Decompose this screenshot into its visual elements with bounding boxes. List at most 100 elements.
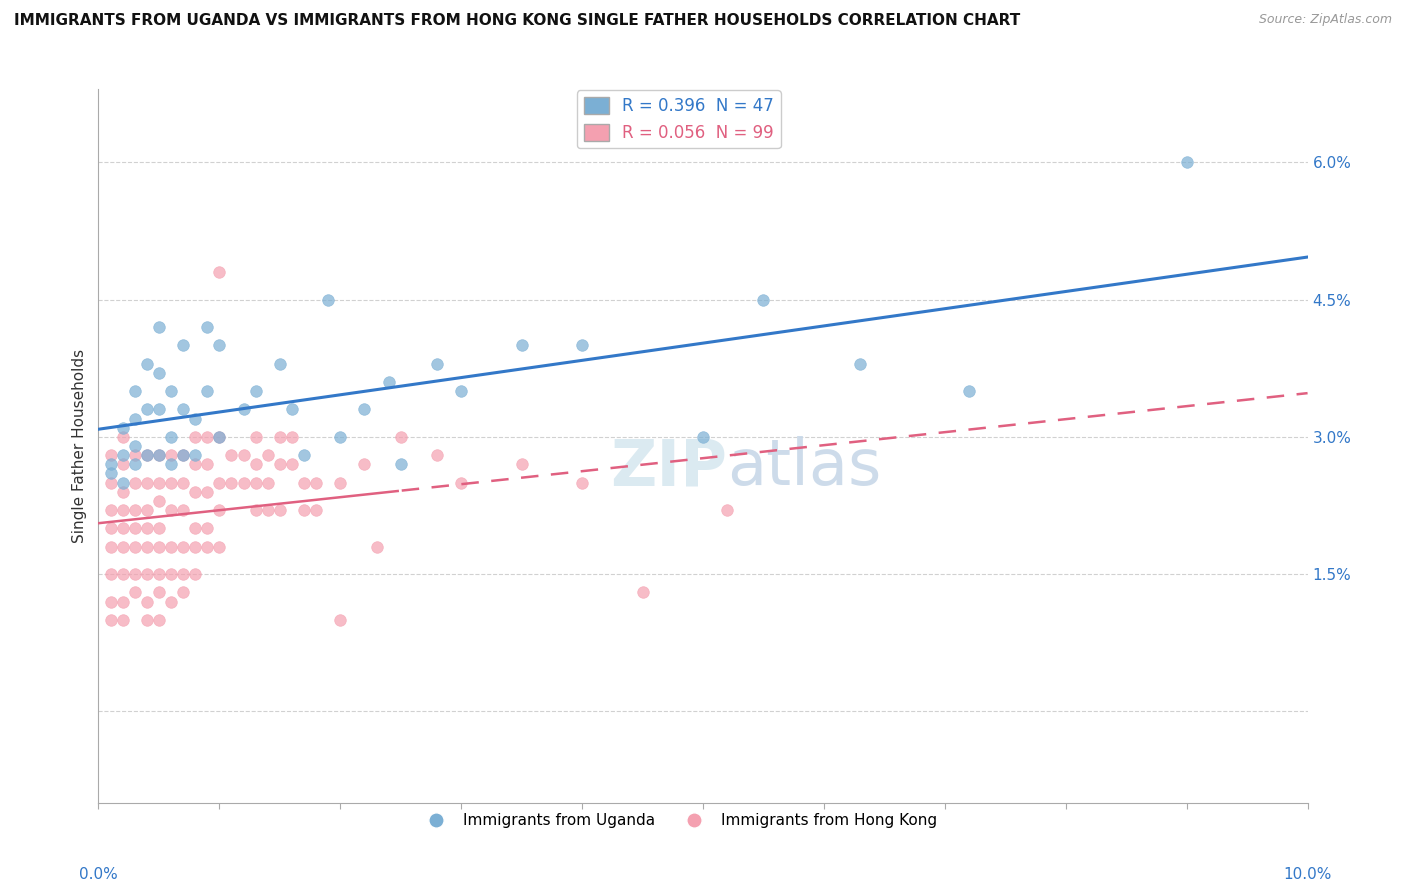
Point [124,475,146,490]
Point [160,540,183,554]
Point [100,540,122,554]
Point [195,484,218,499]
Point [208,430,231,444]
Point [426,357,449,371]
Point [160,503,183,517]
Point [172,540,194,554]
Point [100,567,122,582]
Point [124,439,146,453]
Point [571,338,593,352]
Point [450,475,472,490]
Point [160,448,183,462]
Point [366,540,388,554]
Point [148,320,170,334]
Point [111,420,134,434]
Point [111,484,134,499]
Point [124,521,146,535]
Point [111,540,134,554]
Point [160,384,183,398]
Point [100,521,122,535]
Text: 0.0%: 0.0% [79,867,118,882]
Point [184,567,207,582]
Point [124,448,146,462]
Point [510,458,533,472]
Point [389,458,412,472]
Point [426,448,449,462]
Text: ZIP: ZIP [610,436,727,499]
Point [353,458,375,472]
Point [172,448,194,462]
Point [329,475,352,490]
Point [245,430,267,444]
Point [135,567,157,582]
Point [100,467,122,481]
Point [111,458,134,472]
Point [256,448,278,462]
Point [148,567,170,582]
Point [692,430,714,444]
Text: Source: ZipAtlas.com: Source: ZipAtlas.com [1258,13,1392,27]
Point [111,567,134,582]
Point [221,475,243,490]
Point [195,384,218,398]
Point [292,448,315,462]
Point [184,484,207,499]
Point [100,448,122,462]
Point [329,430,352,444]
Point [232,402,254,417]
Point [135,475,157,490]
Point [208,265,231,279]
Point [195,540,218,554]
Point [100,503,122,517]
Point [135,521,157,535]
Point [100,613,122,627]
Point [148,585,170,599]
Point [160,594,183,608]
Point [269,503,291,517]
Text: IMMIGRANTS FROM UGANDA VS IMMIGRANTS FROM HONG KONG SINGLE FATHER HOUSEHOLDS COR: IMMIGRANTS FROM UGANDA VS IMMIGRANTS FRO… [14,13,1021,29]
Point [124,503,146,517]
Point [148,521,170,535]
Point [148,448,170,462]
Y-axis label: Single Father Households: Single Father Households [72,349,87,543]
Point [195,320,218,334]
Point [135,402,157,417]
Point [184,540,207,554]
Point [135,613,157,627]
Point [389,430,412,444]
Point [752,293,775,307]
Point [245,384,267,398]
Point [245,458,267,472]
Point [184,458,207,472]
Point [256,503,278,517]
Point [245,475,267,490]
Point [172,585,194,599]
Point [124,567,146,582]
Point [111,521,134,535]
Point [208,338,231,352]
Point [281,458,304,472]
Point [160,430,183,444]
Point [208,430,231,444]
Point [195,521,218,535]
Point [148,494,170,508]
Point [269,458,291,472]
Point [135,448,157,462]
Point [172,503,194,517]
Point [124,384,146,398]
Point [377,375,399,389]
Point [329,613,352,627]
Point [208,475,231,490]
Point [111,448,134,462]
Point [148,540,170,554]
Point [172,475,194,490]
Point [172,567,194,582]
Point [100,475,122,490]
Point [135,540,157,554]
Point [111,503,134,517]
Point [111,613,134,627]
Point [292,475,315,490]
Point [269,357,291,371]
Point [1175,155,1198,169]
Point [316,293,339,307]
